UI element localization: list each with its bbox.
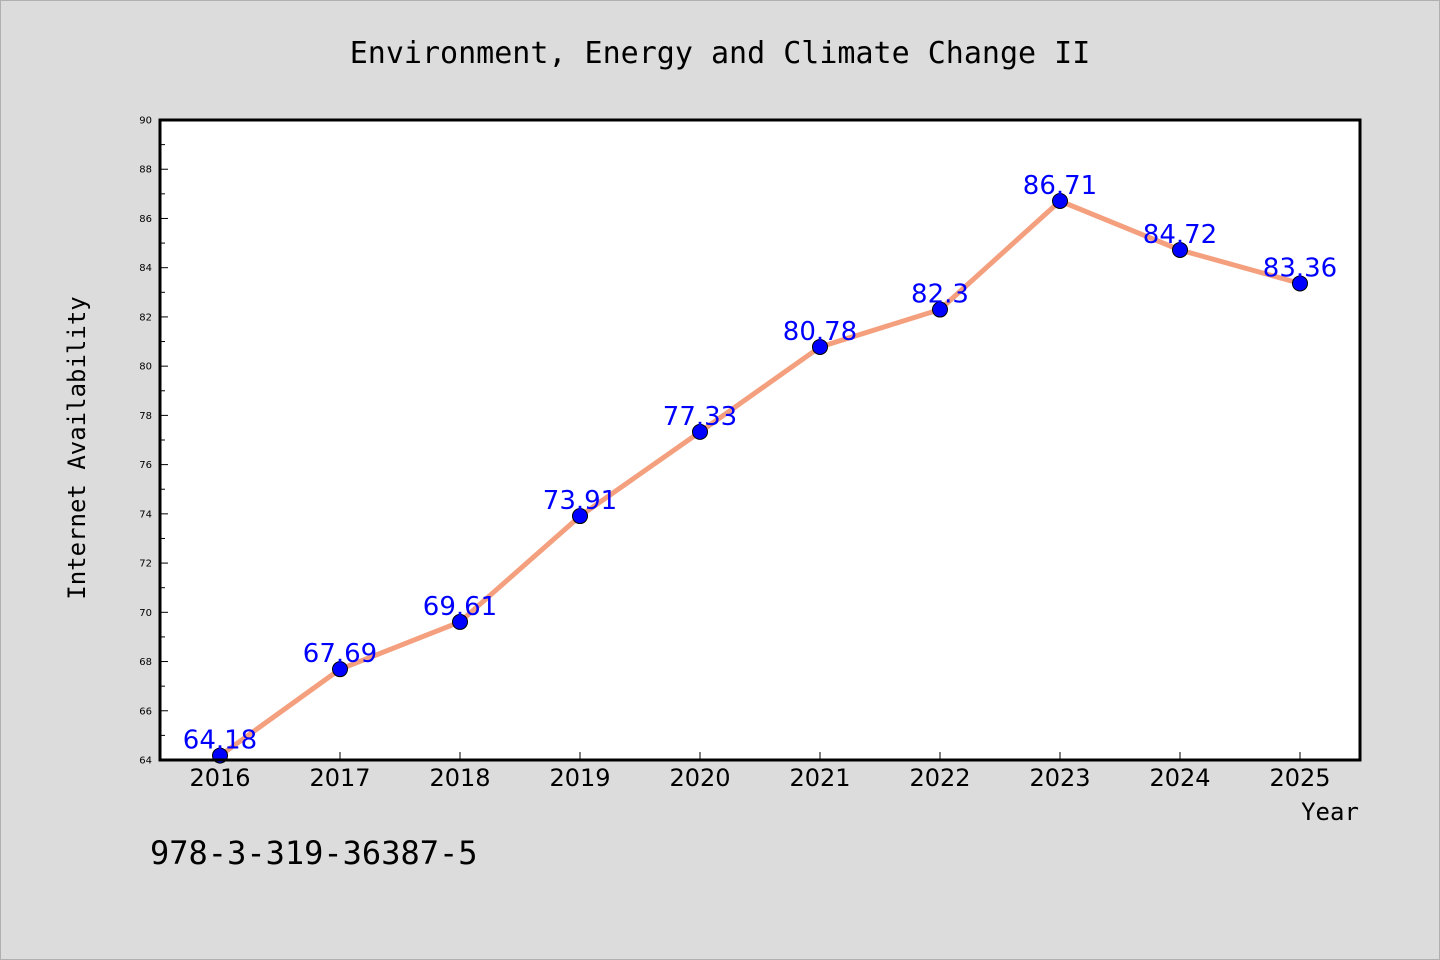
x-tick-label: 2024 — [1149, 764, 1210, 792]
data-label: 84.72 — [1143, 220, 1217, 250]
y-tick-label: 86 — [139, 214, 152, 225]
data-point — [932, 301, 948, 318]
data-label: 77.33 — [663, 402, 737, 432]
x-tick-label: 2017 — [309, 764, 370, 792]
y-tick-label: 66 — [139, 706, 152, 717]
data-label: 69.61 — [423, 592, 497, 622]
data-labels-group: 64.18 67.69 69.61 73.91 77.33 80.78 82.3 86.71 8… — [183, 171, 1337, 756]
plot-area — [160, 120, 1360, 760]
data-label: 83.36 — [1263, 253, 1337, 283]
y-tick-label: 64 — [139, 756, 152, 767]
x-tick-label: 2020 — [669, 764, 730, 792]
data-point — [692, 423, 708, 440]
y-tick-label: 88 — [139, 165, 152, 176]
data-point — [1292, 275, 1308, 292]
y-tick-label: 76 — [139, 460, 152, 471]
series-line-group — [218, 198, 1301, 758]
y-tick-label: 68 — [139, 657, 152, 668]
y-tick-label: 70 — [139, 608, 152, 619]
x-tick-label: 2016 — [189, 764, 250, 792]
isbn-text: 978-3-319-36387-5 — [150, 834, 478, 872]
x-tick-label: 2018 — [429, 764, 490, 792]
x-tick-label: 2023 — [1029, 764, 1090, 792]
y-tick-label: 84 — [139, 263, 152, 274]
y-tick-label: 74 — [139, 509, 152, 520]
data-label: 64.18 — [183, 726, 257, 756]
x-axis-title: Year — [1301, 798, 1359, 826]
x-tick-label: 2019 — [549, 764, 610, 792]
x-tick-label: 2025 — [1269, 764, 1330, 792]
data-point — [572, 508, 588, 525]
series-line — [218, 198, 1301, 758]
y-tick-label: 90 — [139, 116, 152, 127]
x-axis: 2016 2017 2018 2019 2020 2021 2022 2023 2024 2025 — [189, 752, 1331, 792]
data-label: 80.78 — [783, 317, 857, 347]
data-label: 86.71 — [1023, 171, 1097, 201]
y-axis-title: Internet Availability — [63, 296, 91, 599]
x-tick-label: 2022 — [909, 764, 970, 792]
y-tick-label: 82 — [139, 312, 152, 323]
chart-title: Environment, Energy and Climate Change I… — [350, 36, 1091, 71]
data-point — [812, 338, 828, 355]
x-tick-label: 2021 — [789, 764, 850, 792]
plot-border — [158, 118, 1362, 762]
y-tick-label: 80 — [139, 362, 152, 373]
data-point — [1172, 241, 1188, 258]
data-label: 73.91 — [543, 486, 617, 516]
data-label: 67.69 — [303, 639, 377, 669]
data-point — [1052, 192, 1068, 209]
y-tick-label: 72 — [139, 559, 152, 570]
data-label: 82.3 — [911, 280, 969, 310]
data-point — [452, 613, 468, 630]
y-tick-label: 78 — [139, 411, 152, 422]
series-markers-group — [212, 192, 1308, 764]
data-point — [332, 661, 348, 678]
